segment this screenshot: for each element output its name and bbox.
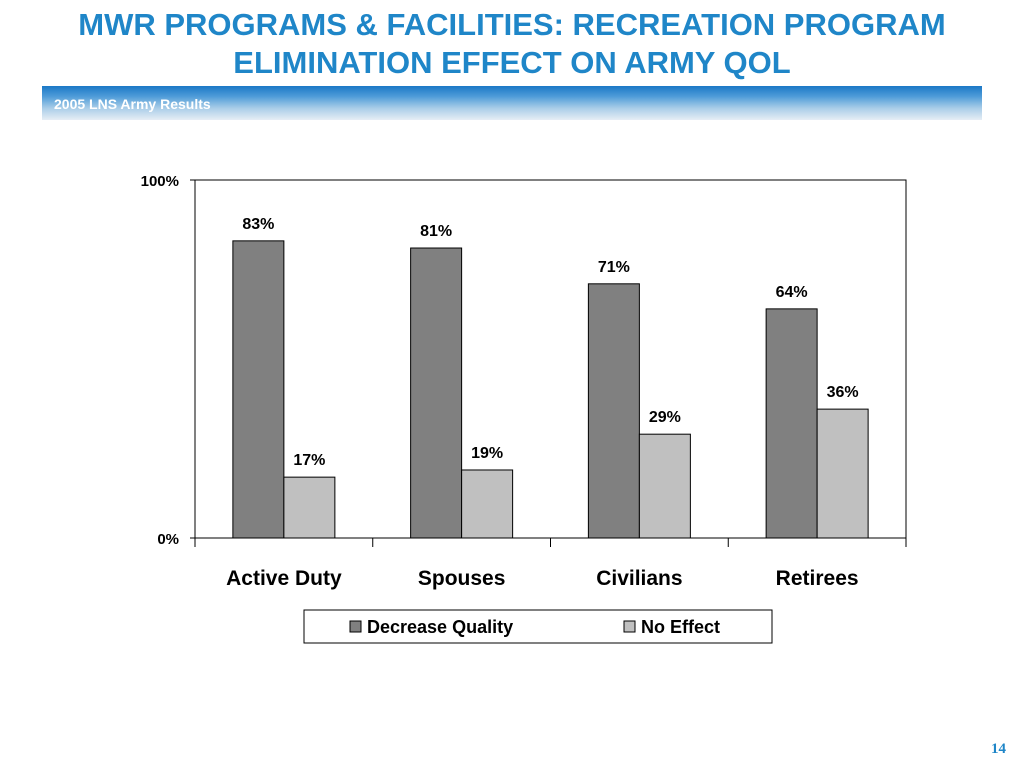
y-tick-label: 0% bbox=[157, 531, 179, 548]
bar-decrease-quality bbox=[587, 283, 640, 539]
bar-no-effect bbox=[816, 408, 869, 539]
data-label: 17% bbox=[293, 452, 325, 469]
subtitle-text: 2005 LNS Army Results bbox=[54, 96, 211, 112]
legend-swatch-decrease-quality bbox=[349, 620, 362, 633]
data-label: 64% bbox=[776, 284, 808, 301]
chart-legend: Decrease Quality No Effect bbox=[303, 609, 773, 644]
bar-no-effect bbox=[461, 469, 514, 539]
legend-swatch-no-effect bbox=[623, 620, 636, 633]
x-tick-label: Civilians bbox=[596, 567, 682, 590]
data-label: 36% bbox=[827, 384, 859, 401]
data-label: 71% bbox=[598, 259, 630, 276]
bar-no-effect bbox=[283, 476, 336, 539]
data-label: 81% bbox=[420, 223, 452, 240]
data-label: 29% bbox=[649, 409, 681, 426]
legend-label: No Effect bbox=[641, 617, 720, 637]
slide-title: MWR PROGRAMS & FACILITIES: RECREATION PR… bbox=[0, 6, 1024, 82]
legend-box bbox=[303, 609, 773, 644]
bar-decrease-quality bbox=[765, 308, 818, 539]
x-tick-label: Spouses bbox=[418, 567, 506, 590]
data-label: 19% bbox=[471, 445, 503, 462]
plot-area: 0% 100% 83% 17% Active Duty 81% 19% Spouses 71% 2… bbox=[141, 173, 907, 590]
bar-decrease-quality bbox=[232, 240, 285, 539]
x-tick-label: Retirees bbox=[776, 567, 859, 590]
bar-decrease-quality bbox=[410, 247, 463, 539]
bar-no-effect bbox=[638, 433, 691, 539]
slide-title-line-1: MWR PROGRAMS & FACILITIES: RECREATION PR… bbox=[78, 7, 946, 42]
subtitle-bar: 2005 LNS Army Results bbox=[42, 86, 982, 120]
y-tick-label: 100% bbox=[141, 173, 179, 190]
page-number: 14 bbox=[991, 741, 1006, 757]
legend-label: Decrease Quality bbox=[367, 617, 513, 637]
x-tick-label: Active Duty bbox=[226, 567, 342, 590]
slide-title-line-2: ELIMINATION EFFECT ON ARMY QOL bbox=[233, 45, 791, 80]
data-label: 83% bbox=[242, 216, 274, 233]
